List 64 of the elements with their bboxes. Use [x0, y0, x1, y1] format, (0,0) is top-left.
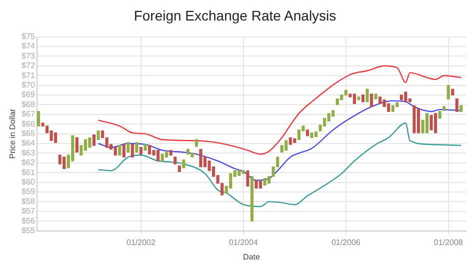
candlestick	[442, 106, 446, 111]
y-tick-label: $66	[22, 119, 36, 128]
y-tick-label: $70	[22, 80, 36, 90]
y-tick-label: $73	[22, 51, 36, 60]
candlestick	[75, 137, 78, 153]
candlestick	[370, 94, 374, 107]
y-tick-label: $67	[22, 110, 36, 119]
y-tick-label: $57	[22, 206, 36, 216]
candlestick	[352, 94, 356, 104]
candlestick	[293, 138, 296, 143]
candlestick	[314, 132, 318, 138]
candlestick	[306, 130, 309, 136]
y-tick-label: $60	[22, 178, 36, 187]
candlestick	[242, 170, 245, 174]
candlestick	[451, 88, 454, 96]
candlestick	[460, 105, 463, 112]
y-tick-label: $69	[22, 90, 36, 100]
candlestick	[190, 152, 194, 158]
y-tick-label: $63	[22, 148, 36, 158]
y-tick-label: $64	[22, 138, 36, 148]
y-tick-label: $61	[22, 168, 36, 177]
candlestick	[438, 111, 442, 119]
candlestick	[194, 139, 198, 147]
candlestick	[36, 111, 40, 126]
y-tick-label: $68	[22, 100, 36, 109]
y-axis-title: Price in Dollar	[8, 108, 18, 159]
x-tick-label: 01/2004	[228, 238, 258, 247]
candlestick	[297, 130, 300, 140]
candlestick	[156, 150, 160, 162]
y-tick-label: $56	[22, 216, 36, 226]
candlestick	[148, 145, 152, 154]
x-tick-label: 01/2008	[434, 238, 464, 247]
x-tick-label: 01/2006	[331, 238, 361, 247]
candlestick	[416, 108, 420, 134]
chart-title: Foreign Exchange Rate Analysis	[134, 7, 336, 24]
y-tick-label: $71	[22, 70, 36, 80]
y-tick-label: $65	[22, 129, 36, 138]
candlestick	[361, 94, 364, 102]
line-series	[98, 100, 462, 181]
candlestick	[258, 181, 262, 188]
candlestick	[130, 144, 134, 158]
line-series	[98, 65, 462, 155]
x-axis-title: Date	[243, 252, 260, 262]
y-tick-label: $72	[22, 61, 36, 70]
x-tick-label: 01/2002	[126, 238, 156, 247]
candlestick	[144, 144, 147, 151]
candlestick	[288, 137, 292, 145]
candlestick	[160, 154, 164, 162]
y-tick-label: $55	[22, 226, 36, 236]
candlestick	[122, 144, 126, 158]
candlestick	[391, 105, 394, 112]
candlestick	[92, 134, 96, 146]
candlestick	[54, 132, 58, 143]
y-tick-label: $75	[22, 32, 36, 42]
candlestick	[378, 96, 382, 104]
candlestick	[118, 145, 122, 156]
y-tick-label: $58	[22, 196, 36, 206]
y-tick-label: $62	[22, 158, 36, 168]
candlestick	[387, 103, 390, 112]
candlestick	[425, 113, 429, 134]
y-tick-label: $74	[22, 42, 36, 51]
line-series	[98, 122, 462, 208]
candlestick	[455, 98, 458, 112]
y-tick-label: $59	[22, 187, 36, 196]
